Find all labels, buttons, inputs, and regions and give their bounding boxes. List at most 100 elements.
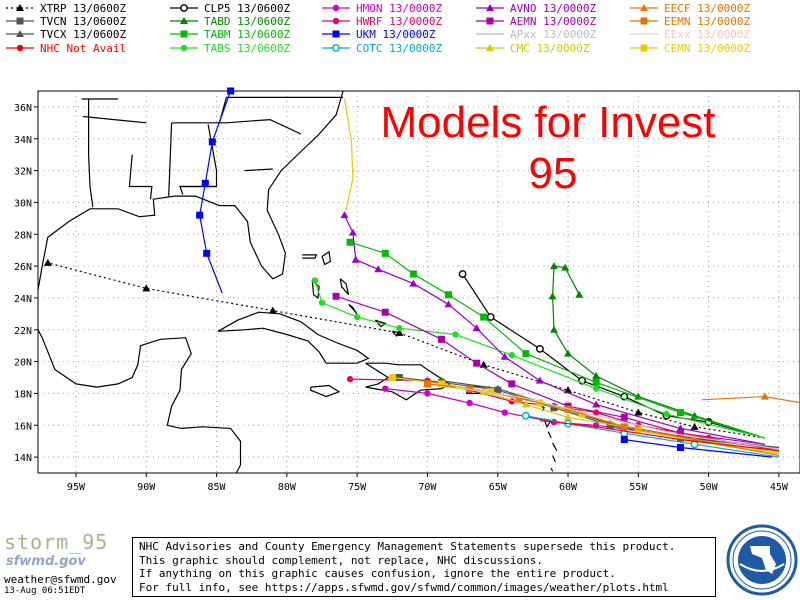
legend-item: AEMN 13/0000Z bbox=[474, 14, 596, 28]
lon-tick-label: 95W bbox=[67, 482, 86, 493]
track-point-square bbox=[381, 308, 389, 316]
sfwmd-logo: sfwmd.gov bbox=[6, 554, 86, 569]
track-line bbox=[343, 214, 766, 445]
lat-tick-label: 28N bbox=[14, 230, 32, 241]
contact-email[interactable]: weather@sfwmd.gov bbox=[4, 573, 117, 586]
track-point-circle bbox=[353, 313, 361, 321]
legend-label: TABS 13/0600Z bbox=[204, 41, 291, 55]
legend-item: TABS 13/0600Z bbox=[168, 41, 290, 55]
lat-tick-label: 32N bbox=[14, 167, 32, 178]
track-point-triangle bbox=[486, 4, 494, 11]
legend-label: COTC 13/0000Z bbox=[356, 41, 443, 55]
disclaimer-line: If anything on this graphic causes confu… bbox=[139, 567, 616, 580]
track-point-square bbox=[515, 394, 523, 402]
track-point-triangle bbox=[351, 255, 360, 263]
track-point-square bbox=[473, 359, 481, 367]
axis-tick-labels: 14N 16N 18N 20N 22N 24N 26N 28N 30N 32N 34N 36N 95W 9… bbox=[14, 103, 789, 493]
track-apxx bbox=[455, 386, 779, 450]
coastline-segment bbox=[365, 362, 452, 401]
legend-item: EExx 13/0000Z bbox=[628, 27, 750, 41]
legend-item: CEMN 13/0000Z bbox=[628, 41, 750, 55]
track-point-triangle bbox=[592, 400, 601, 408]
track-point-triangle bbox=[374, 265, 383, 273]
track-point-triangle bbox=[634, 408, 643, 416]
track-line bbox=[462, 273, 766, 439]
track-point-triangle bbox=[142, 284, 151, 292]
track-point-triangle bbox=[486, 44, 494, 51]
coastline-segment bbox=[171, 118, 302, 135]
track-point-square bbox=[592, 378, 600, 386]
legend-item: COTC 13/0000Z bbox=[320, 41, 442, 55]
track-point-triangle bbox=[16, 4, 24, 11]
legend-item: EECF 13/0000Z bbox=[628, 1, 750, 15]
track-point-ring bbox=[332, 44, 340, 52]
track-point-circle bbox=[592, 385, 600, 392]
track-point-square bbox=[676, 409, 684, 417]
track-eecf bbox=[701, 392, 800, 404]
legend-swatch bbox=[322, 4, 350, 12]
track-point-circle bbox=[16, 44, 24, 52]
legend-label: EExx 13/0000Z bbox=[664, 27, 751, 41]
track-point-square bbox=[486, 17, 494, 25]
coastline-segment bbox=[552, 455, 556, 463]
legend-item: NHC Not Avail bbox=[4, 41, 126, 55]
track-point-circle bbox=[424, 390, 431, 397]
lon-tick-label: 55W bbox=[629, 482, 648, 493]
track-point-circle bbox=[592, 409, 600, 416]
track-point-triangle bbox=[676, 424, 685, 432]
track-point-square bbox=[332, 30, 340, 38]
track-point-square bbox=[381, 249, 389, 257]
track-point-circle bbox=[508, 352, 515, 359]
track-point-square bbox=[640, 44, 648, 52]
track-point-circle bbox=[346, 375, 354, 383]
legend-item: UKM 13/0000Z bbox=[320, 27, 435, 41]
track-point-circle bbox=[311, 277, 319, 284]
legend-label: TABD 13/0600Z bbox=[204, 14, 291, 28]
lat-tick-label: 14N bbox=[14, 453, 32, 464]
coastline-segment bbox=[128, 154, 153, 200]
track-point-circle bbox=[318, 299, 326, 306]
coastline-segment bbox=[339, 278, 350, 296]
track-point-triangle bbox=[575, 290, 584, 298]
track-point-triangle bbox=[548, 292, 557, 300]
disclaimer-line: This graphic should complement, not repl… bbox=[139, 553, 543, 567]
track-point-square bbox=[466, 385, 474, 393]
legend-item: AVNO 13/0000Z bbox=[474, 1, 596, 15]
legend-swatch bbox=[322, 30, 350, 38]
legend-swatch bbox=[630, 4, 658, 11]
legend-label: TVCX 13/0600Z bbox=[40, 27, 127, 41]
track-point-triangle bbox=[16, 30, 24, 37]
map-title-line2: 95 bbox=[529, 149, 578, 198]
model-tracks bbox=[43, 87, 800, 458]
track-point-triangle bbox=[472, 324, 481, 332]
track-point-triangle bbox=[760, 392, 769, 400]
legend-item: CLP5 13/0600Z bbox=[168, 1, 290, 15]
track-point-ring bbox=[458, 270, 467, 278]
disclaimer-link[interactable]: For full info, see https://apps.sfwmd.go… bbox=[139, 580, 669, 594]
lat-tick-label: 20N bbox=[14, 358, 32, 369]
coastline-segment bbox=[310, 384, 341, 398]
lon-tick-label: 50W bbox=[700, 482, 719, 493]
lat-tick-label: 26N bbox=[14, 262, 32, 273]
legend-label: UKM 13/0000Z bbox=[356, 27, 436, 41]
track-point-triangle bbox=[690, 422, 699, 430]
track-point-circle bbox=[332, 17, 340, 25]
track-point-square bbox=[203, 249, 211, 257]
track-point-square bbox=[445, 291, 453, 299]
track-point-square bbox=[16, 17, 24, 25]
legend-label: XTRP 13/0600Z bbox=[40, 1, 127, 15]
legend-swatch bbox=[630, 44, 658, 52]
track-point-square bbox=[180, 30, 188, 38]
track-point-circle bbox=[396, 324, 403, 332]
track-point-circle bbox=[332, 4, 340, 12]
legend-item: CMC 13/0000Z bbox=[474, 41, 589, 55]
track-point-triangle bbox=[535, 376, 544, 384]
track-point-circle bbox=[382, 385, 389, 392]
legend-item: TVCX 13/0600Z bbox=[4, 27, 126, 41]
track-point-triangle bbox=[409, 279, 418, 287]
legend-swatch bbox=[6, 30, 34, 37]
coastline-segment bbox=[88, 99, 94, 208]
legend-item: XTRP 13/0600Z bbox=[4, 1, 126, 15]
track-clp5 bbox=[458, 270, 766, 439]
coastline-segment bbox=[550, 467, 554, 472]
